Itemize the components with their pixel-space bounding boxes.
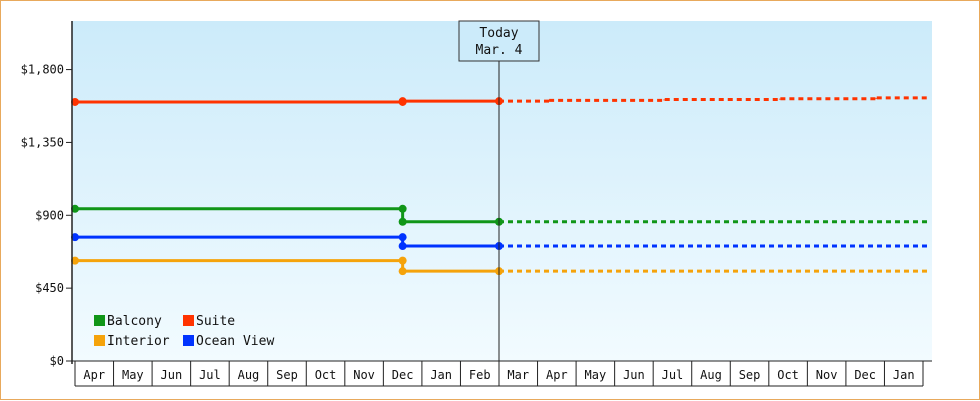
x-tick-label: Nov bbox=[353, 368, 375, 382]
today-label: Today bbox=[479, 26, 518, 41]
x-tick-label: Jan bbox=[430, 368, 452, 382]
legend-swatch bbox=[183, 335, 194, 346]
legend-label: Ocean View bbox=[196, 334, 274, 349]
plot-area bbox=[72, 21, 932, 361]
y-tick-label: $900 bbox=[35, 208, 64, 222]
y-tick-label: $1,350 bbox=[21, 135, 64, 149]
data-point bbox=[71, 233, 79, 242]
today-box bbox=[458, 20, 540, 62]
legend-label: Suite bbox=[196, 314, 235, 329]
y-tick-label: $450 bbox=[35, 281, 64, 295]
x-tick-label: Jul bbox=[662, 368, 684, 382]
series-ocean-view bbox=[71, 233, 931, 251]
data-point bbox=[71, 97, 79, 106]
legend: Balcony Suite Interior Ocean View bbox=[94, 314, 274, 349]
data-point bbox=[398, 204, 407, 213]
series-interior bbox=[71, 256, 931, 276]
data-point bbox=[398, 233, 407, 242]
x-tick-label: Mar bbox=[507, 368, 529, 382]
x-tick-label: Jun bbox=[623, 368, 645, 382]
x-tick-label: Nov bbox=[816, 368, 838, 382]
data-point bbox=[71, 204, 79, 213]
x-tick-label: Aug bbox=[700, 368, 722, 382]
data-point bbox=[398, 256, 407, 265]
x-tick-label: Oct bbox=[777, 368, 799, 382]
x-tick-label: Sep bbox=[739, 368, 761, 382]
y-tick-label: $0 bbox=[50, 354, 64, 368]
series-suite bbox=[71, 96, 931, 106]
legend-label: Balcony bbox=[107, 314, 162, 329]
x-tick-label: Feb bbox=[469, 368, 491, 382]
data-point bbox=[398, 217, 407, 226]
legend-swatch bbox=[94, 315, 105, 326]
x-tick-label: Dec bbox=[854, 368, 876, 382]
data-point bbox=[398, 267, 407, 276]
x-tick-label: Jul bbox=[199, 368, 221, 382]
x-tick-label: Jun bbox=[161, 368, 183, 382]
x-tick-label: Aug bbox=[238, 368, 260, 382]
today-marker: Today Mar. 4 bbox=[458, 20, 540, 386]
series-layer bbox=[71, 96, 931, 276]
x-tick-label: May bbox=[585, 368, 607, 382]
x-tick-label: Dec bbox=[392, 368, 414, 382]
today-date: Mar. 4 bbox=[476, 43, 523, 58]
y-tick-label: $1,800 bbox=[21, 63, 64, 77]
x-tick-label: Jan bbox=[893, 368, 915, 382]
x-tick-label: Apr bbox=[83, 368, 105, 382]
data-point bbox=[71, 256, 79, 265]
legend-swatch bbox=[94, 335, 105, 346]
data-point bbox=[398, 242, 407, 251]
x-tick-label: Oct bbox=[315, 368, 337, 382]
x-tick-label: May bbox=[122, 368, 144, 382]
x-tick-label: Sep bbox=[276, 368, 298, 382]
data-point bbox=[398, 97, 407, 106]
legend-swatch bbox=[183, 315, 194, 326]
legend-label: Interior bbox=[107, 334, 170, 349]
series-balcony bbox=[71, 204, 931, 226]
x-tick-label: Apr bbox=[546, 368, 568, 382]
